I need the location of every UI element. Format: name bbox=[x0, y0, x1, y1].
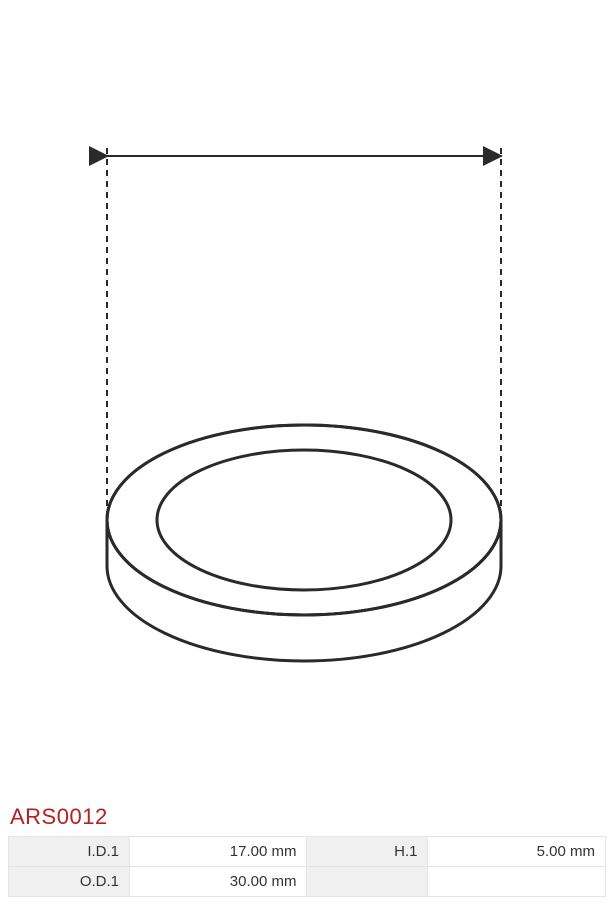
table-row: I.D.117.00 mmH.15.00 mm bbox=[9, 837, 606, 867]
dim-label: I.D.1 bbox=[9, 837, 130, 867]
dim-label: H.1 bbox=[307, 837, 428, 867]
table-row: O.D.130.00 mm bbox=[9, 867, 606, 897]
dim-value: 17.00 mm bbox=[130, 837, 307, 867]
part-number: ARS0012 bbox=[10, 804, 608, 830]
dim-label bbox=[307, 867, 428, 897]
ring-diagram bbox=[0, 0, 608, 800]
dim-value bbox=[428, 867, 606, 897]
dim-value: 30.00 mm bbox=[130, 867, 307, 897]
dim-value: 5.00 mm bbox=[428, 837, 606, 867]
dimensions-table: I.D.117.00 mmH.15.00 mmO.D.130.00 mm bbox=[8, 836, 606, 897]
dim-label: O.D.1 bbox=[9, 867, 130, 897]
